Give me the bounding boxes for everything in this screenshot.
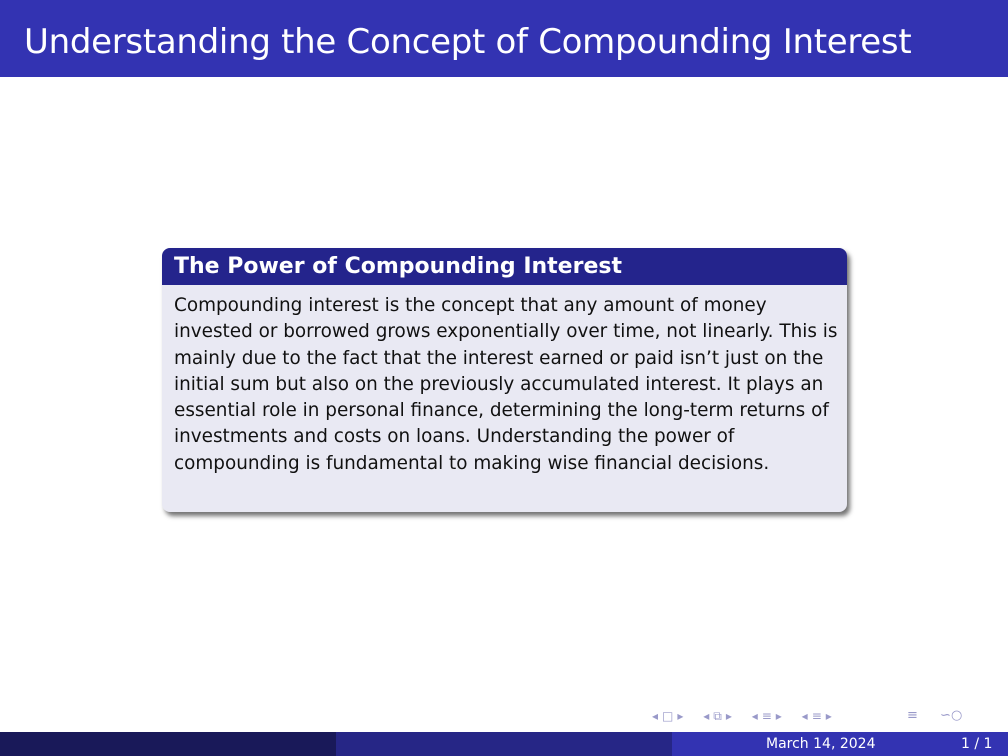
block-body: Compounding interest is the concept that… [174, 295, 838, 474]
frame-icon[interactable]: □ [662, 709, 674, 723]
subsubsection-icon[interactable]: ≡ [811, 709, 822, 723]
section-next-icon[interactable]: ▸ [725, 709, 732, 723]
subsubsection-prev-icon[interactable]: ◂ [801, 709, 808, 723]
block-header: The Power of Compounding Interest [162, 248, 847, 285]
navigation-end: ≡ ∽○ [907, 707, 997, 725]
slide-next-icon[interactable]: ▸ [677, 709, 684, 723]
page-number: 1 / 1 [961, 736, 993, 752]
content-block: The Power of Compounding Interest Compou… [162, 248, 847, 512]
section-icon[interactable]: ⧉ [713, 709, 722, 723]
subsection-icon[interactable]: ≡ [761, 709, 772, 723]
navigation-bar: ◂ □ ▸ ◂ ⧉ ▸ ◂ ≡ ▸ ◂ ≡ ▸ [652, 707, 872, 725]
slide-title: Understanding the Concept of Compounding… [24, 22, 912, 62]
title-bar: Understanding the Concept of Compounding… [0, 0, 1008, 77]
block-title: The Power of Compounding Interest [174, 254, 622, 279]
search-icon[interactable]: ∽○ [940, 708, 963, 723]
footer-mid [336, 732, 672, 756]
outline-icon[interactable]: ≡ [907, 708, 918, 723]
footer: March 14, 2024 1 / 1 [0, 732, 1008, 756]
footer-right: March 14, 2024 1 / 1 [672, 732, 1008, 756]
subsection-prev-icon[interactable]: ◂ [751, 709, 758, 723]
subsubsection-next-icon[interactable]: ▸ [825, 709, 832, 723]
footer-date: March 14, 2024 [766, 736, 876, 752]
slide-prev-icon[interactable]: ◂ [652, 709, 659, 723]
footer-left [0, 732, 336, 756]
section-prev-icon[interactable]: ◂ [703, 709, 710, 723]
subsection-next-icon[interactable]: ▸ [775, 709, 782, 723]
